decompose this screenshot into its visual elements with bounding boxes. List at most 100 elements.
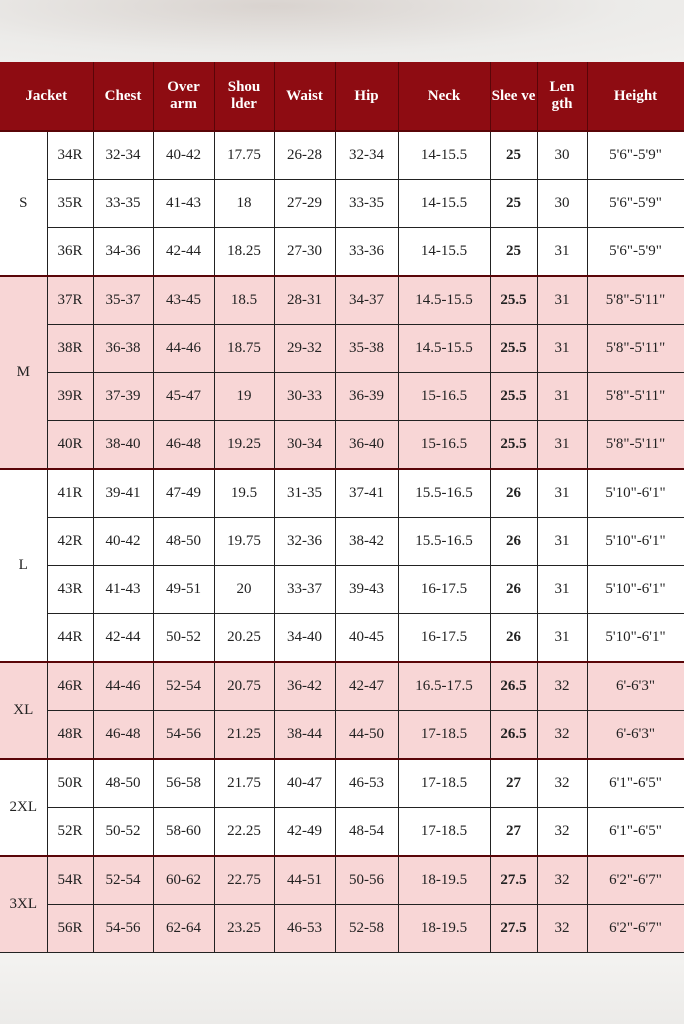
cell-sleeve: 27.5 [489,904,538,953]
cell-hip: 42-47 [334,661,399,711]
table-row: 48R 46-48 54-56 21.25 38-44 44-50 17-18.5 26.5 3… [0,710,684,760]
cell-jacket: 44R [46,613,94,663]
cell-jacket: 38R [46,324,94,373]
cell-height: 6'2"-6'7" [586,855,684,905]
cell-jacket: 54R [46,855,94,905]
cell-length: 30 [536,179,588,228]
cell-length: 32 [536,855,588,905]
cell-sleeve: 25 [489,179,538,228]
cell-waist: 26-28 [273,130,336,180]
cell-chest: 52-54 [92,855,154,905]
cell-overarm: 40-42 [152,130,215,180]
cell-hip: 52-58 [334,904,399,953]
cell-jacket: 40R [46,420,94,470]
cell-jacket: 41R [46,468,94,518]
cell-hip: 32-34 [334,130,399,180]
cell-waist: 40-47 [273,758,336,808]
cell-shoulder: 22.75 [213,855,275,905]
cell-hip: 38-42 [334,517,399,566]
cell-overarm: 48-50 [152,517,215,566]
header-height: Height [587,62,684,131]
cell-shoulder: 19.25 [213,420,275,470]
cell-waist: 29-32 [273,324,336,373]
cell-waist: 30-33 [273,372,336,421]
cell-jacket: 34R [46,130,94,180]
header-neck: Neck [398,62,491,131]
cell-length: 32 [536,807,588,857]
cell-chest: 44-46 [92,661,154,711]
cell-height: 5'10"-6'1" [586,565,684,614]
table-row: S 34R 32-34 40-42 17.75 26-28 32-34 14-15.5 25 30… [0,130,684,277]
cell-neck: 14-15.5 [397,227,491,277]
header-hip: Hip [335,62,399,131]
cell-length: 32 [536,904,588,953]
size-group-label: M [0,275,48,470]
cell-neck: 14-15.5 [397,130,491,180]
cell-shoulder: 18.5 [213,275,275,325]
cell-height: 6'2"-6'7" [586,904,684,953]
cell-height: 5'8"-5'11" [586,372,684,421]
cell-chest: 41-43 [92,565,154,614]
cell-neck: 14.5-15.5 [397,324,491,373]
header-row: Jacket Chest Over arm Shou lder Waist Hi… [0,62,684,131]
cell-jacket: 42R [46,517,94,566]
cell-hip: 44-50 [334,710,399,760]
size-chart-body: S 34R 32-34 40-42 17.75 26-28 32-34 14-15.5 25 30… [0,130,684,953]
cell-length: 31 [536,227,588,277]
cell-jacket: 36R [46,227,94,277]
cell-sleeve: 27 [489,807,538,857]
cell-waist: 33-37 [273,565,336,614]
cell-sleeve: 26 [489,517,538,566]
cell-hip: 33-35 [334,179,399,228]
cell-neck: 17-18.5 [397,807,491,857]
cell-hip: 37-41 [334,468,399,518]
cell-neck: 15-16.5 [397,420,491,470]
table-row: 39R 37-39 45-47 19 30-33 36-39 15-16.5 25.5 31 5'… [0,372,684,421]
header-jacket: Jacket [0,62,94,131]
cell-jacket: 50R [46,758,94,808]
cell-waist: 44-51 [273,855,336,905]
cell-neck: 15.5-16.5 [397,517,491,566]
cell-sleeve: 27 [489,758,538,808]
cell-sleeve: 25 [489,227,538,277]
cell-jacket: 43R [46,565,94,614]
size-chart-table: Jacket Chest Over arm Shou lder Waist Hi… [0,62,684,953]
cell-height: 5'8"-5'11" [586,420,684,470]
table-row: XL 46R 44-46 52-54 20.75 36-42 42-47 16.5-17.5 2… [0,661,684,760]
cell-sleeve: 25.5 [489,372,538,421]
cell-overarm: 60-62 [152,855,215,905]
cell-waist: 38-44 [273,710,336,760]
cell-overarm: 47-49 [152,468,215,518]
cell-shoulder: 18 [213,179,275,228]
cell-length: 31 [536,275,588,325]
cell-overarm: 42-44 [152,227,215,277]
cell-jacket: 56R [46,904,94,953]
size-group-label: L [0,468,48,663]
cell-sleeve: 26.5 [489,710,538,760]
cell-sleeve: 26 [489,468,538,518]
cell-length: 31 [536,420,588,470]
cell-hip: 33-36 [334,227,399,277]
table-row: 52R 50-52 58-60 22.25 42-49 48-54 17-18.5 27 32 6… [0,807,684,857]
cell-shoulder: 20 [213,565,275,614]
background-photo-top [0,0,684,62]
cell-length: 31 [536,324,588,373]
cell-hip: 34-37 [334,275,399,325]
cell-chest: 40-42 [92,517,154,566]
cell-chest: 35-37 [92,275,154,325]
cell-sleeve: 25.5 [489,324,538,373]
background-photo-bottom [0,960,684,1024]
cell-overarm: 56-58 [152,758,215,808]
cell-sleeve: 25.5 [489,420,538,470]
cell-chest: 46-48 [92,710,154,760]
cell-overarm: 46-48 [152,420,215,470]
cell-length: 32 [536,661,588,711]
cell-hip: 46-53 [334,758,399,808]
table-row: 42R 40-42 48-50 19.75 32-36 38-42 15.5-16.5 26 3… [0,517,684,566]
cell-hip: 40-45 [334,613,399,663]
header-length: Len gth [537,62,588,131]
cell-height: 6'1"-6'5" [586,807,684,857]
cell-height: 5'8"-5'11" [586,275,684,325]
cell-chest: 50-52 [92,807,154,857]
cell-shoulder: 18.25 [213,227,275,277]
